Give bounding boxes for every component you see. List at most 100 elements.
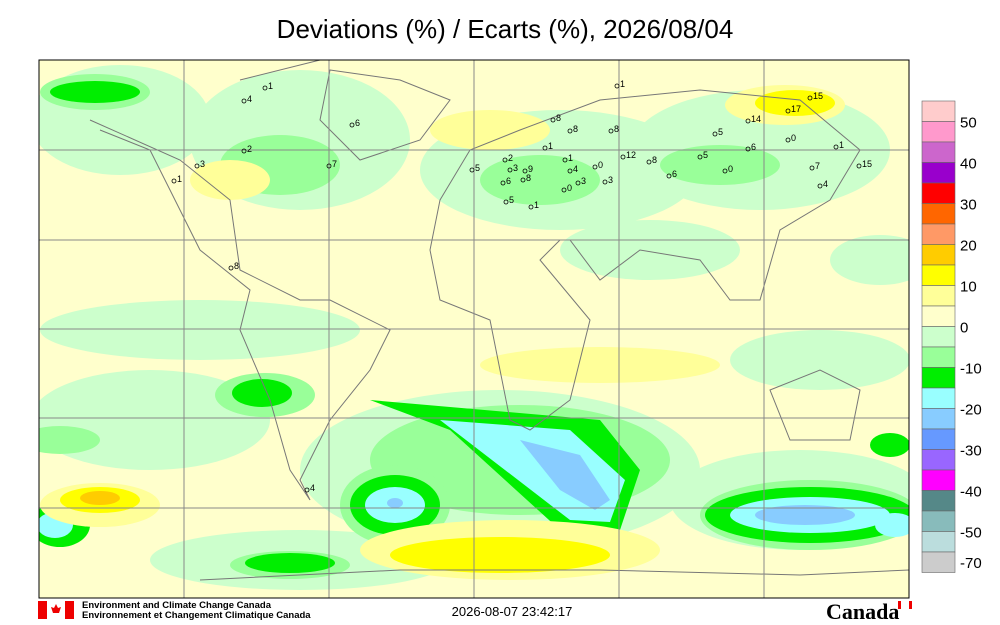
station-marker [228,265,234,271]
station-value: 1 [177,174,182,184]
colorbar-swatch [921,223,956,245]
station-marker [745,118,751,124]
station-marker [785,137,791,143]
station-marker [241,98,247,104]
colorbar-swatch [921,182,956,204]
station-marker [304,487,310,493]
station-value: 0 [791,133,796,143]
colorbar-swatch [921,203,956,225]
station-value: 8 [652,155,657,165]
colorbar-label: 40 [960,155,977,172]
station-value: 1 [268,81,273,91]
colorbar-label: -30 [960,442,982,459]
colorbar-label: 50 [960,114,977,131]
station-marker [817,183,823,189]
station-marker [785,108,791,114]
station-marker [502,157,508,163]
station-value: 8 [234,261,239,271]
station-marker [469,167,475,173]
colorbar-label: -50 [960,524,982,541]
colorbar-swatch [921,408,956,430]
station-value: 15 [862,159,872,169]
station-marker [807,95,813,101]
colorbar-swatch [921,326,956,348]
station-marker [697,154,703,160]
station-marker [602,179,608,185]
station-value: 5 [703,150,708,160]
station-marker [262,85,268,91]
station-value: 8 [573,124,578,134]
station-marker [809,165,815,171]
station-value: 1 [839,140,844,150]
station-value: 4 [573,164,578,174]
station-marker [550,117,556,123]
station-value: 5 [509,195,514,205]
station-marker [542,145,548,151]
colorbar-swatch [921,162,956,184]
station-value: 6 [506,176,511,186]
station-value: 14 [751,114,761,124]
footer: Environment and Climate Change Canada En… [38,599,912,624]
colorbar-label: 30 [960,196,977,213]
station-value: 4 [310,483,315,493]
colorbar-swatch [921,121,956,143]
station-marker [646,159,652,165]
colorbar-label: -10 [960,360,982,377]
title: Deviations (%) / Ecarts (%), 2026/08/04 [277,14,734,44]
station-value: 6 [355,118,360,128]
station-value: 4 [823,179,828,189]
station-marker [712,131,718,137]
station-value: 3 [200,159,205,169]
map-frame [38,59,910,599]
agency-en: Environment and Climate Change Canada [82,600,272,611]
colorbar-label: -20 [960,401,982,418]
station-value: 0 [728,164,733,174]
station-value: 8 [526,173,531,183]
station-value: 3 [581,176,586,186]
colorbar: 50 40 30 20 10 0 -10 -20 -30 -40 -50 -70 [921,100,982,573]
station-value: 3 [608,175,613,185]
station-value: 5 [718,127,723,137]
station-marker [722,168,728,174]
station-marker [500,180,506,186]
station-value: 8 [556,113,561,123]
station-marker [528,204,534,210]
station-marker [503,199,509,205]
station-value: 12 [626,150,636,160]
colorbar-swatch [921,244,956,266]
colorbar-swatch [921,449,956,471]
station-value: 5 [475,163,480,173]
station-marker [562,157,568,163]
colorbar-swatch [921,428,956,450]
station-marker [194,163,200,169]
station-marker [745,146,751,152]
station-value: 7 [815,161,820,171]
colorbar-label: -40 [960,483,982,500]
station-value: 1 [620,79,625,89]
station-marker [561,187,567,193]
colorbar-swatch [921,305,956,327]
station-marker [833,144,839,150]
colorbar-label: 0 [960,319,968,336]
colorbar-label: -70 [960,555,982,572]
station-marker [349,122,355,128]
colorbar-label: 10 [960,278,977,295]
station-marker [520,177,526,183]
colorbar-label: 20 [960,237,977,254]
station-value: 0 [598,160,603,170]
station-marker [171,178,177,184]
agency-fr: Environnement et Changement Climatique C… [82,610,311,621]
colorbar-swatch [921,531,956,553]
wordmark: Canada [826,599,899,624]
station-value: 1 [548,141,553,151]
station-value: 2 [247,144,252,154]
colorbar-swatch [921,285,956,307]
station-marker [567,168,573,174]
station-value: 7 [332,159,337,169]
colorbar-swatch [921,264,956,286]
station-marker [592,164,598,170]
station-value: 6 [751,142,756,152]
station-marker [326,163,332,169]
